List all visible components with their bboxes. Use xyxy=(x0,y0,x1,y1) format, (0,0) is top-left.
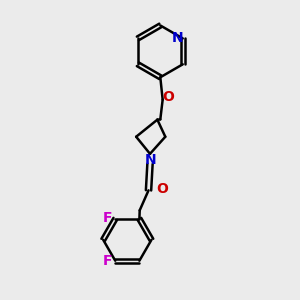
Text: O: O xyxy=(162,90,174,104)
Text: N: N xyxy=(145,153,157,167)
Text: F: F xyxy=(102,211,112,225)
Text: N: N xyxy=(172,31,183,44)
Text: O: O xyxy=(156,182,168,197)
Text: F: F xyxy=(102,254,112,268)
